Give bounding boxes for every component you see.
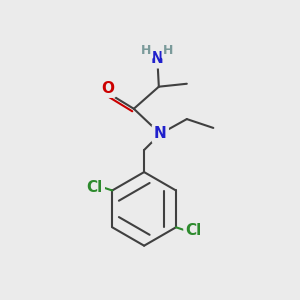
Text: O: O xyxy=(101,81,114,96)
Text: N: N xyxy=(154,126,167,141)
Text: H: H xyxy=(141,44,152,57)
Text: Cl: Cl xyxy=(86,180,103,195)
Text: N: N xyxy=(151,51,164,66)
Text: Cl: Cl xyxy=(185,223,202,238)
Text: H: H xyxy=(164,44,174,57)
